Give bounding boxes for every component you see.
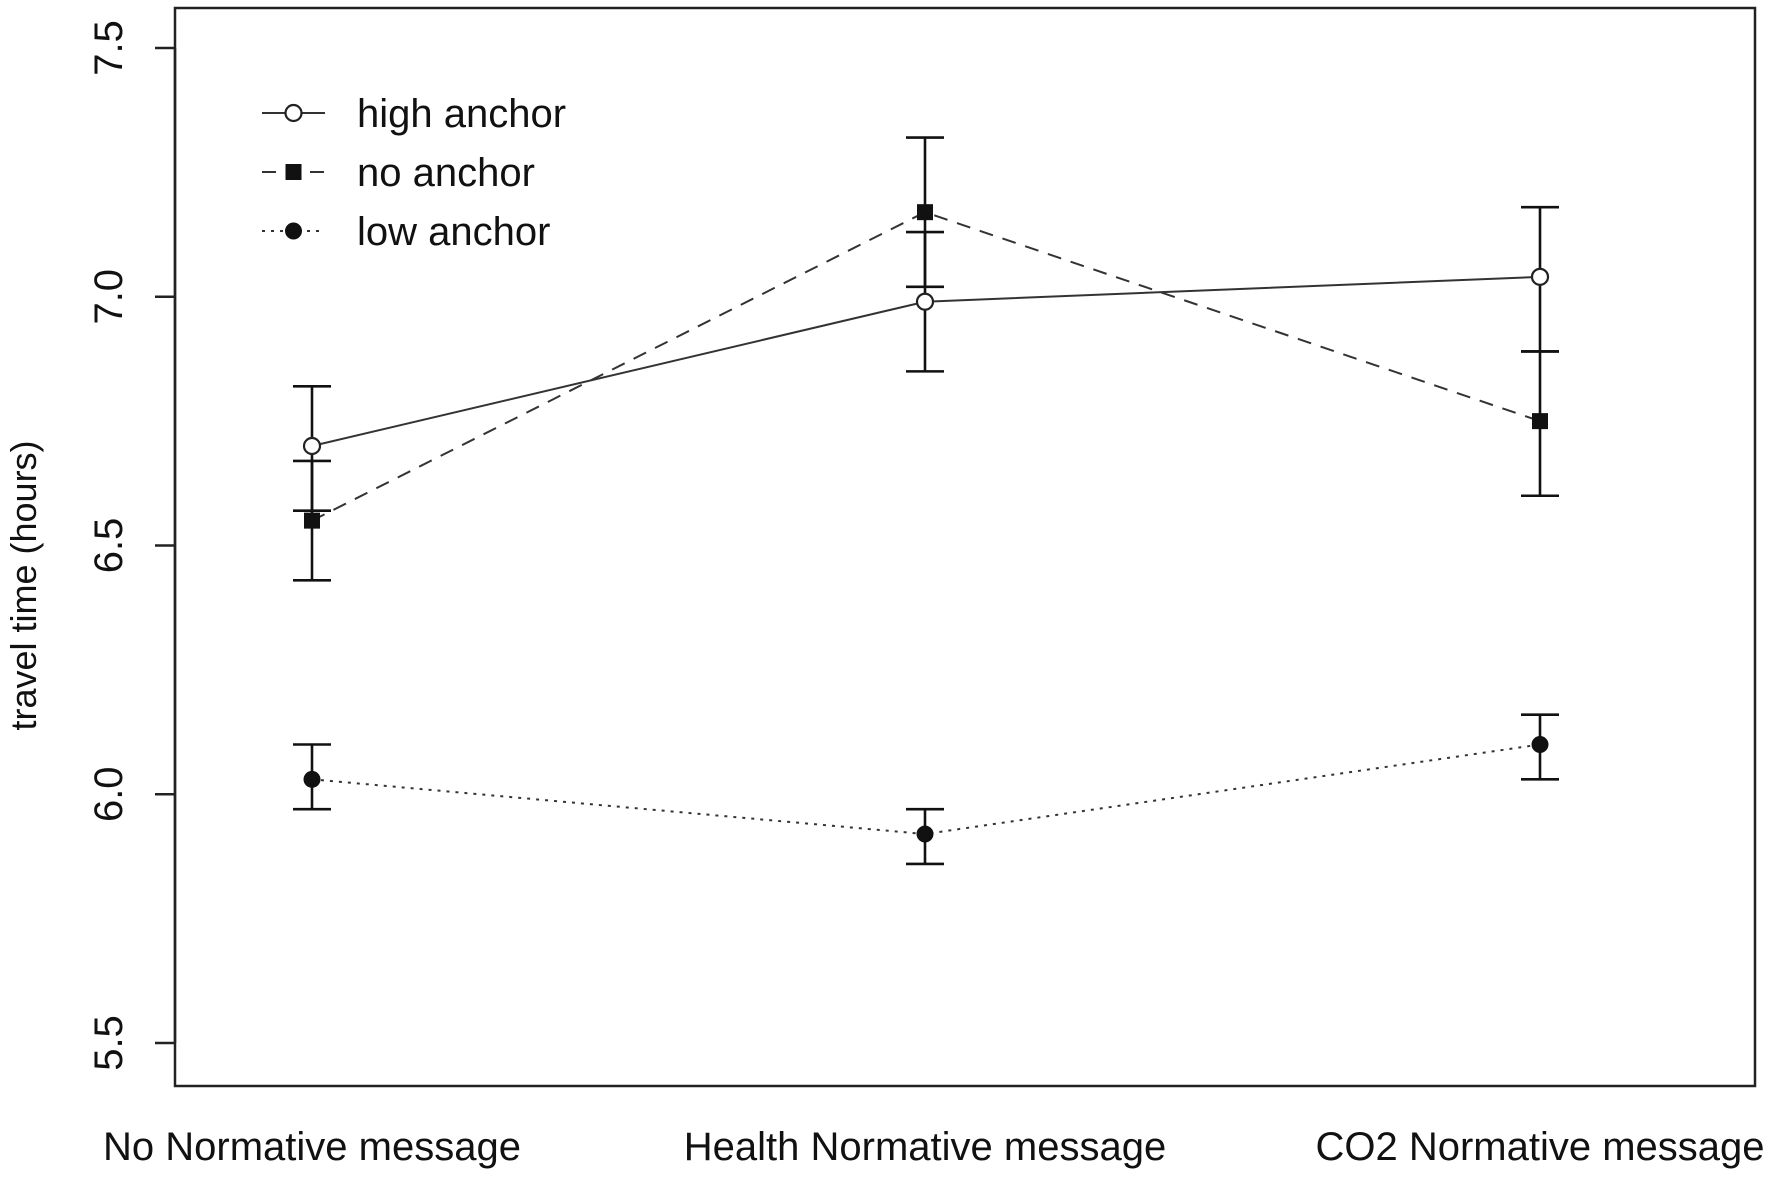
data-point-low-anchor: [303, 770, 321, 788]
y-tick-label: 7.5: [87, 20, 131, 76]
data-point-legend-high-anchor: [284, 103, 303, 123]
y-tick-label: 5.5: [87, 1015, 131, 1071]
data-point-legend-low-anchor: [285, 222, 302, 240]
x-axis: No Normative message Health Normative mes…: [103, 1125, 1764, 1169]
series-layer: [293, 136, 1559, 866]
y-axis-title: travel time (hours): [3, 440, 44, 730]
legend-label-no-anchor: no anchor: [357, 151, 535, 195]
legend: high anchor no anchor low anchor: [262, 92, 566, 254]
data-point-high-anchor: [1530, 267, 1550, 286]
data-point-low-anchor: [1531, 736, 1549, 753]
legend-item-low-anchor: low anchor: [262, 210, 550, 254]
x-category-label: No Normative message: [103, 1125, 521, 1169]
legend-label-high-anchor: high anchor: [357, 92, 566, 136]
data-point-no-anchor: [304, 512, 320, 529]
series-no-anchor: [293, 136, 1559, 582]
series-low-anchor: [293, 713, 1559, 866]
y-tick-label: 6.0: [87, 766, 131, 822]
x-category-label: Health Normative message: [684, 1125, 1166, 1169]
data-point-legend-no-anchor: [285, 164, 302, 180]
series-line-no-anchor: [311, 211, 1541, 522]
legend-item-high-anchor: high anchor: [262, 92, 566, 136]
legend-label-low-anchor: low anchor: [357, 210, 550, 254]
data-point-high-anchor: [915, 292, 935, 311]
data-point-high-anchor: [302, 436, 322, 456]
x-category-label: CO2 Normative message: [1315, 1125, 1764, 1169]
y-tick-label: 7.0: [87, 269, 131, 325]
y-axis: 5.5 6.0 6.5 7.0 7.5: [87, 20, 177, 1071]
data-point-no-anchor: [917, 204, 933, 221]
data-point-low-anchor: [916, 825, 934, 843]
legend-item-no-anchor: no anchor: [262, 151, 535, 195]
y-tick-label: 6.5: [87, 518, 131, 574]
data-point-no-anchor: [1532, 413, 1548, 430]
